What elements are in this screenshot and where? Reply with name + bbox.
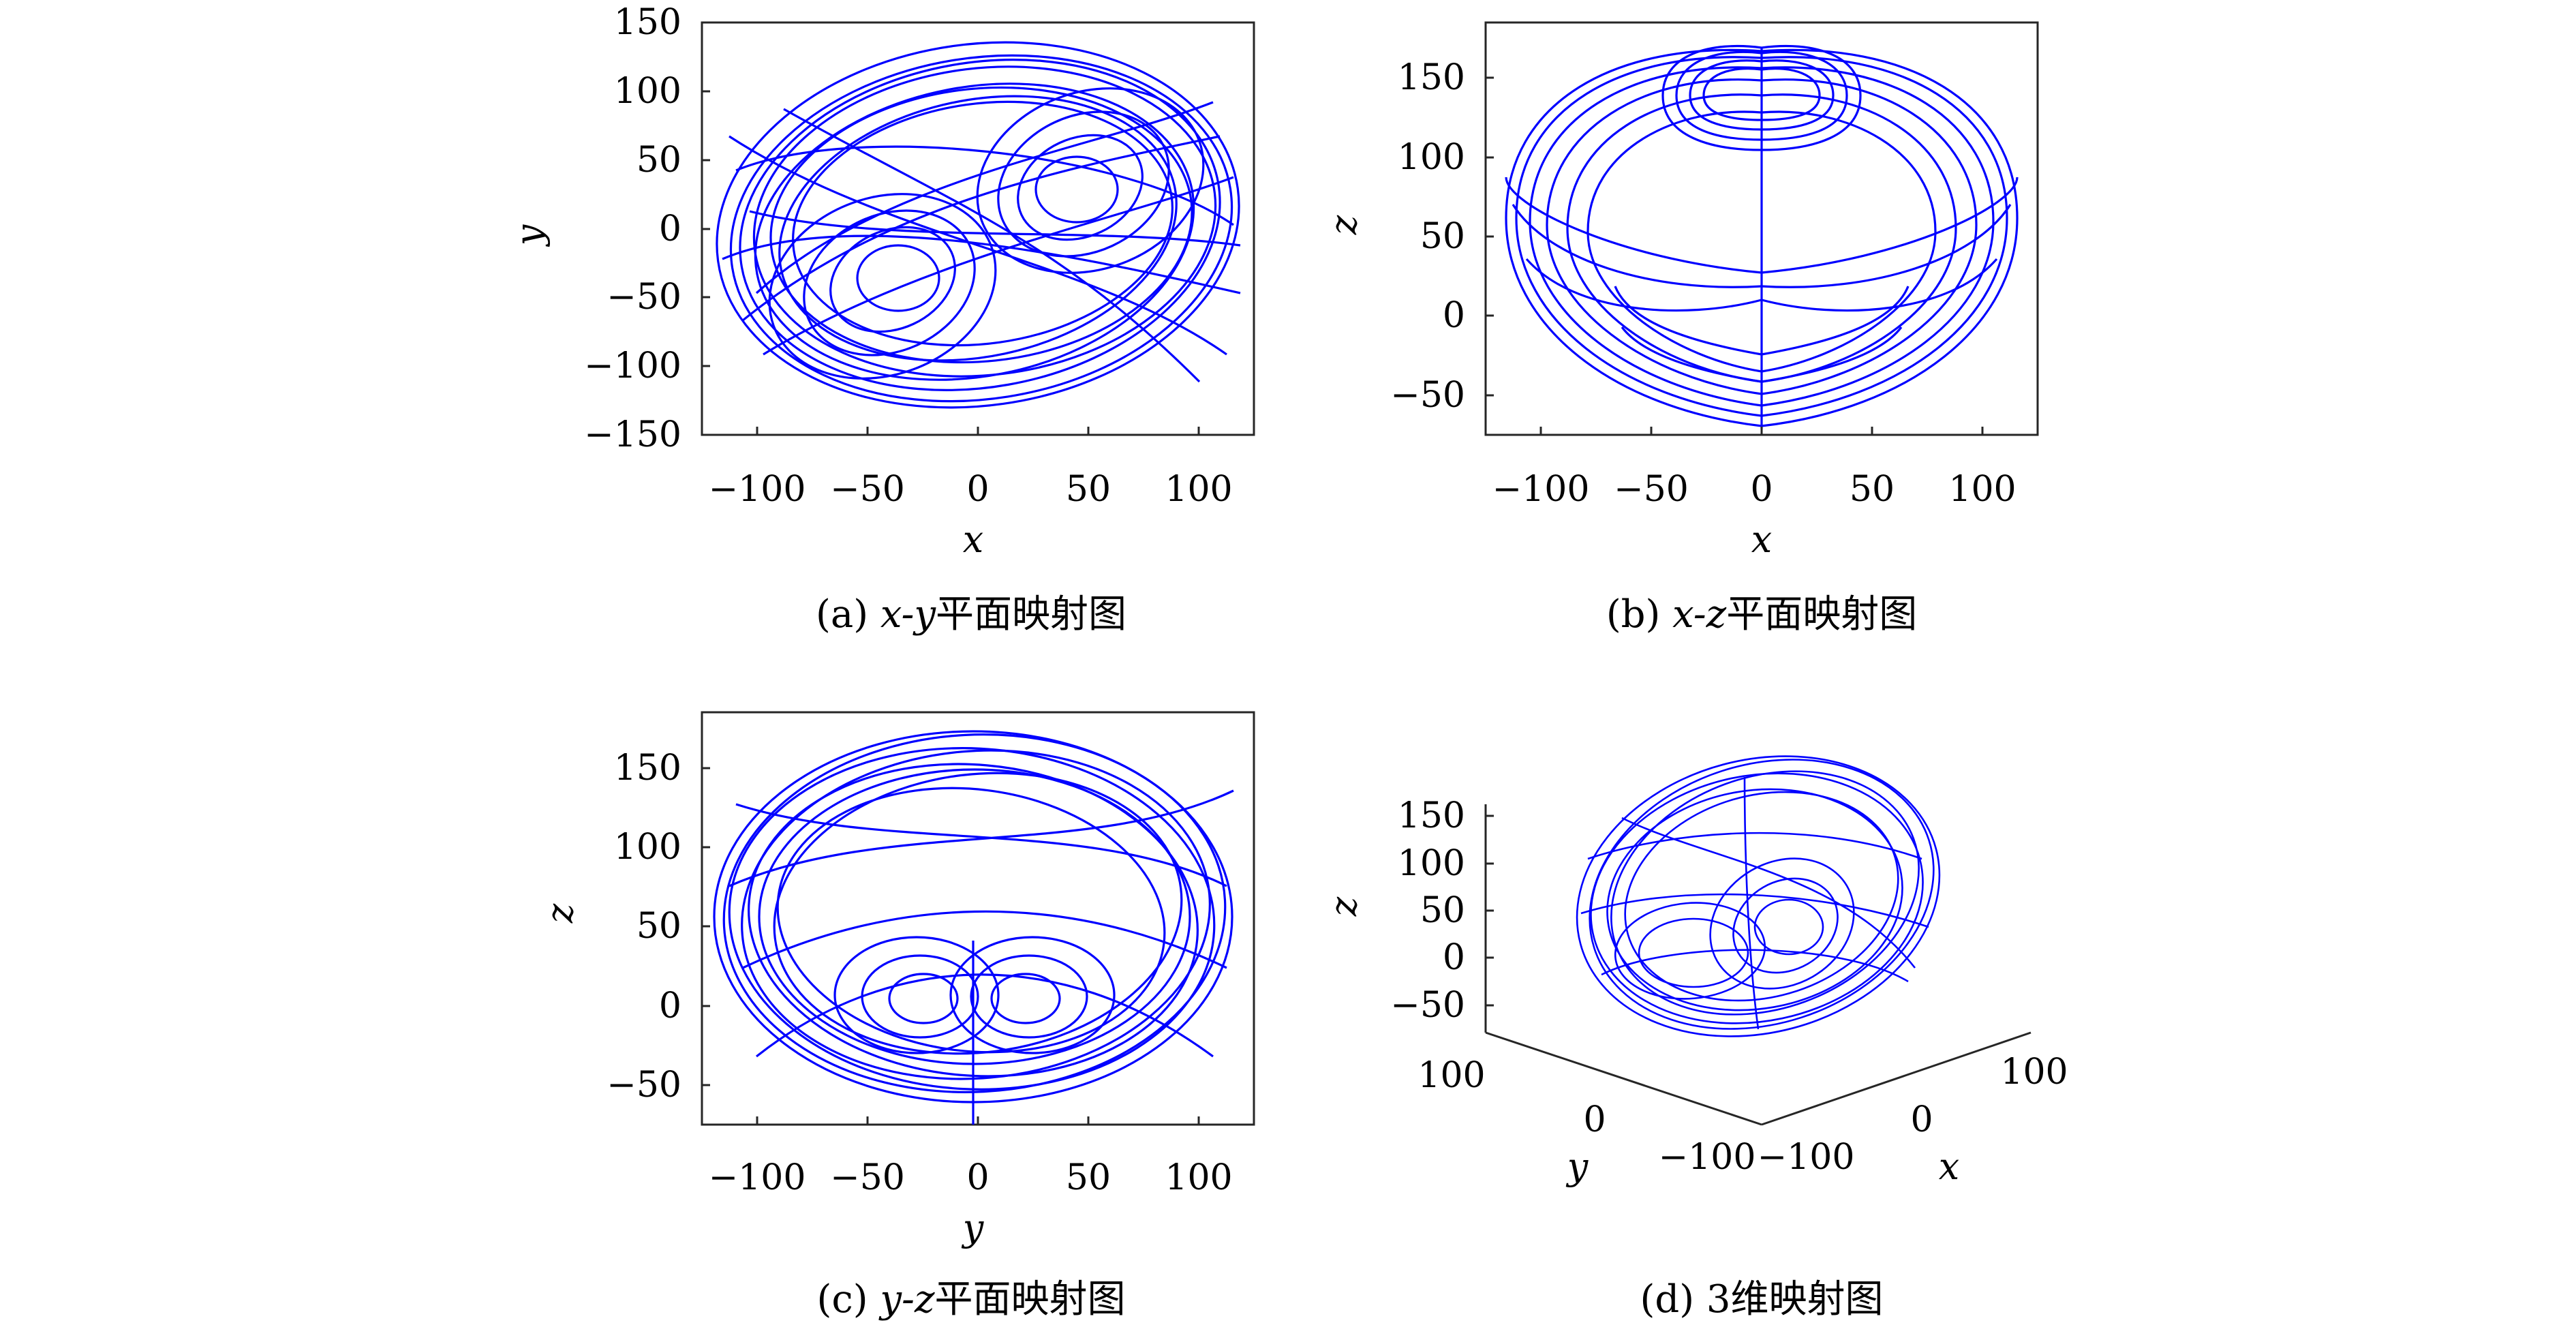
xtick-label-c-2: 0	[966, 1157, 989, 1198]
subplot-c: −100 −50 0 50 100 −50 0 50 100 150 y z (…	[538, 711, 1255, 1322]
ytick-label-d-2: −100	[1659, 1137, 1756, 1178]
ytick-label-a-0: −150	[584, 414, 681, 455]
subplot-b: −100 −50 0 50 100 −50 0 50 100 150 x z (…	[1322, 21, 2039, 637]
y-ticks-b	[1486, 76, 1494, 397]
y-axis-label-a: y	[508, 224, 551, 247]
ytick-label-a-1: −100	[584, 346, 681, 386]
xtick-label-a-4: 100	[1165, 469, 1232, 510]
z-axis-label-d: z	[1322, 896, 1365, 917]
x-ticks-c	[756, 1116, 1200, 1125]
z-ticks-d	[1486, 814, 1494, 1007]
ytick-label-a-5: 100	[614, 71, 681, 112]
y-axis-line	[1485, 1031, 1762, 1126]
ytick-label-d-1: 0	[1583, 1099, 1606, 1140]
xtick-label-a-3: 50	[1066, 469, 1111, 510]
ytick-label-b-3: 100	[1398, 137, 1465, 178]
xtick-label-d-2: 100	[2000, 1052, 2068, 1093]
xtick-label-a-2: 0	[966, 469, 989, 510]
x-axis-label-c: y	[962, 1206, 985, 1249]
x-axis-label-b: x	[1751, 518, 1772, 561]
ztick-label-d-4: 150	[1398, 795, 1465, 836]
xtick-label-d-1: 0	[1910, 1099, 1933, 1140]
caption-d: (d) 3维映射图	[1640, 1277, 1884, 1322]
ytick-label-b-2: 50	[1420, 216, 1465, 257]
y-ticks-c	[702, 767, 710, 1086]
x-ticks-a	[756, 427, 1200, 435]
xtick-label-a-0: −100	[709, 469, 806, 510]
ytick-label-c-1: 0	[659, 986, 681, 1026]
ytick-label-a-6: 150	[614, 2, 681, 43]
ytick-label-a-4: 50	[637, 140, 681, 181]
axes-3d	[1484, 804, 2031, 1126]
x-axis-line	[1761, 1031, 2031, 1126]
ytick-label-c-3: 100	[614, 827, 681, 868]
xtick-label-d-0: −100	[1758, 1137, 1855, 1178]
ytick-label-a-3: 0	[659, 209, 681, 249]
xtick-label-b-0: −100	[1492, 469, 1590, 510]
y-axis-label-d: y	[1566, 1145, 1589, 1188]
xtick-label-c-4: 100	[1165, 1157, 1232, 1198]
ytick-label-b-1: 0	[1443, 295, 1465, 336]
trajectory-b	[1505, 45, 2019, 429]
ztick-label-d-0: −50	[1390, 985, 1465, 1026]
ztick-label-d-3: 100	[1398, 843, 1465, 884]
ytick-label-a-2: −50	[607, 277, 681, 318]
caption-b: (b) x-z平面映射图	[1606, 592, 1917, 637]
xtick-label-b-3: 50	[1850, 469, 1895, 510]
y-ticks-a	[702, 21, 710, 436]
xtick-label-c-0: −100	[709, 1157, 806, 1198]
x-axis-label-a: x	[963, 518, 983, 561]
subplot-d: −50 0 50 100 150 100 0 −100 −100 0 100 z…	[1322, 755, 2068, 1322]
ztick-label-d-1: 0	[1443, 937, 1465, 978]
xtick-label-a-1: −50	[830, 469, 905, 510]
xtick-label-b-4: 100	[1948, 469, 2016, 510]
xtick-label-b-2: 0	[1750, 469, 1773, 510]
xtick-label-c-3: 50	[1066, 1157, 1111, 1198]
subplot-a: −100 −50 0 50 100 −150 −100 −50 0 50 100…	[508, 2, 1255, 637]
x-ticks-b	[1539, 427, 1984, 435]
x-axis-label-d: x	[1939, 1145, 1959, 1188]
ytick-label-c-2: 50	[637, 906, 681, 947]
trajectory-d	[1576, 755, 1941, 1037]
ytick-label-c-0: −50	[607, 1065, 681, 1106]
caption-c: (c) y-z平面映射图	[817, 1277, 1126, 1322]
ztick-label-d-2: 50	[1420, 890, 1465, 931]
y-axis-label-b: z	[1322, 215, 1365, 235]
ytick-label-d-0: 100	[1417, 1055, 1485, 1096]
trajectory-a	[716, 41, 1241, 409]
ytick-label-b-0: −50	[1390, 375, 1465, 416]
y-axis-label-c: z	[538, 903, 581, 924]
xtick-label-b-1: −50	[1614, 469, 1689, 510]
xtick-label-c-1: −50	[830, 1157, 905, 1198]
ytick-label-c-4: 150	[614, 748, 681, 789]
trajectory-c	[713, 730, 1234, 1125]
caption-a: (a) x-y平面映射图	[816, 592, 1126, 637]
ytick-label-b-4: 150	[1398, 57, 1465, 98]
